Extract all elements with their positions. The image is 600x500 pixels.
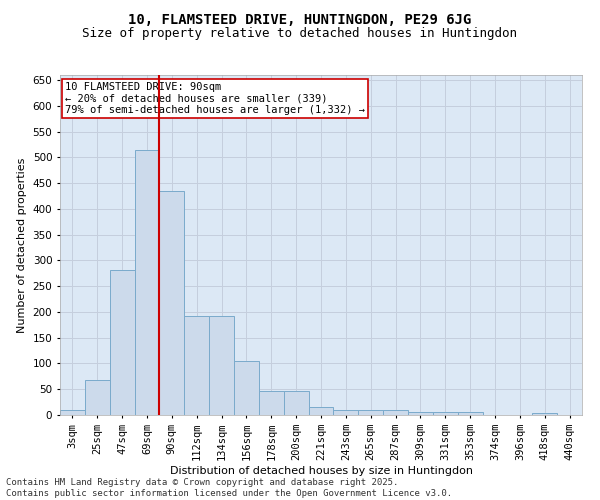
Bar: [160, 191, 184, 415]
Text: 10 FLAMSTEED DRIVE: 90sqm
← 20% of detached houses are smaller (339)
79% of semi: 10 FLAMSTEED DRIVE: 90sqm ← 20% of detac…: [65, 82, 365, 115]
Bar: [308, 407, 334, 415]
X-axis label: Distribution of detached houses by size in Huntingdon: Distribution of detached houses by size …: [170, 466, 473, 475]
Bar: [110, 270, 134, 415]
Bar: [234, 361, 259, 415]
Bar: [383, 410, 408, 415]
Text: Contains HM Land Registry data © Crown copyright and database right 2025.
Contai: Contains HM Land Registry data © Crown c…: [6, 478, 452, 498]
Bar: [532, 414, 557, 415]
Y-axis label: Number of detached properties: Number of detached properties: [17, 158, 27, 332]
Bar: [433, 412, 458, 415]
Bar: [85, 380, 110, 415]
Bar: [134, 150, 160, 415]
Bar: [334, 410, 358, 415]
Bar: [408, 412, 433, 415]
Bar: [60, 410, 85, 415]
Bar: [358, 410, 383, 415]
Bar: [259, 392, 284, 415]
Text: Size of property relative to detached houses in Huntingdon: Size of property relative to detached ho…: [83, 28, 517, 40]
Bar: [209, 316, 234, 415]
Text: 10, FLAMSTEED DRIVE, HUNTINGDON, PE29 6JG: 10, FLAMSTEED DRIVE, HUNTINGDON, PE29 6J…: [128, 12, 472, 26]
Bar: [184, 316, 209, 415]
Bar: [284, 392, 308, 415]
Bar: [458, 412, 482, 415]
